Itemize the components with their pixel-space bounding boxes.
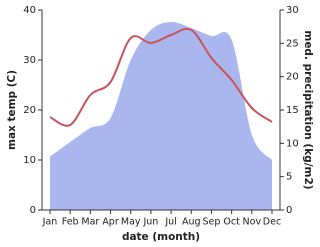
y2-tick-label: 0 [286, 205, 292, 216]
x-tick-label: Apr [102, 217, 119, 228]
y2-tick-label: 25 [286, 38, 299, 49]
y2-axis-label: med. precipitation (kg/m2) [302, 30, 314, 189]
y-tick-label: 10 [23, 155, 36, 166]
y-tick-label: 20 [23, 105, 36, 116]
y2-tick-label: 5 [286, 172, 292, 183]
temperature-line [49, 27, 273, 127]
x-tick-label: Aug [182, 217, 201, 228]
y2-tick-label: 10 [286, 138, 299, 149]
y2-tick-label: 30 [286, 5, 299, 16]
y-tick-label: 0 [30, 205, 36, 216]
x-tick-label: Sep [203, 217, 221, 228]
x-tick-label: Dec [263, 217, 281, 228]
x-tick-label: Jul [164, 217, 176, 228]
precipitation-area [50, 21, 272, 211]
y-axis-label: max temp (C) [6, 70, 18, 150]
y-tick-label: 40 [23, 5, 36, 16]
x-tick-label: Feb [62, 217, 79, 228]
y2-tick-label: 15 [286, 105, 299, 116]
x-tick-label: May [121, 217, 141, 228]
y-tick-label: 30 [23, 55, 36, 66]
y2-tick-label: 20 [286, 72, 299, 83]
x-tick-label: Jun [142, 217, 158, 228]
x-tick-label: Mar [81, 217, 99, 228]
x-tick-label: Jan [42, 217, 58, 228]
x-axis-label: date (month) [122, 231, 200, 243]
x-tick-label: Nov [243, 217, 262, 228]
x-tick-label: Oct [223, 217, 240, 228]
